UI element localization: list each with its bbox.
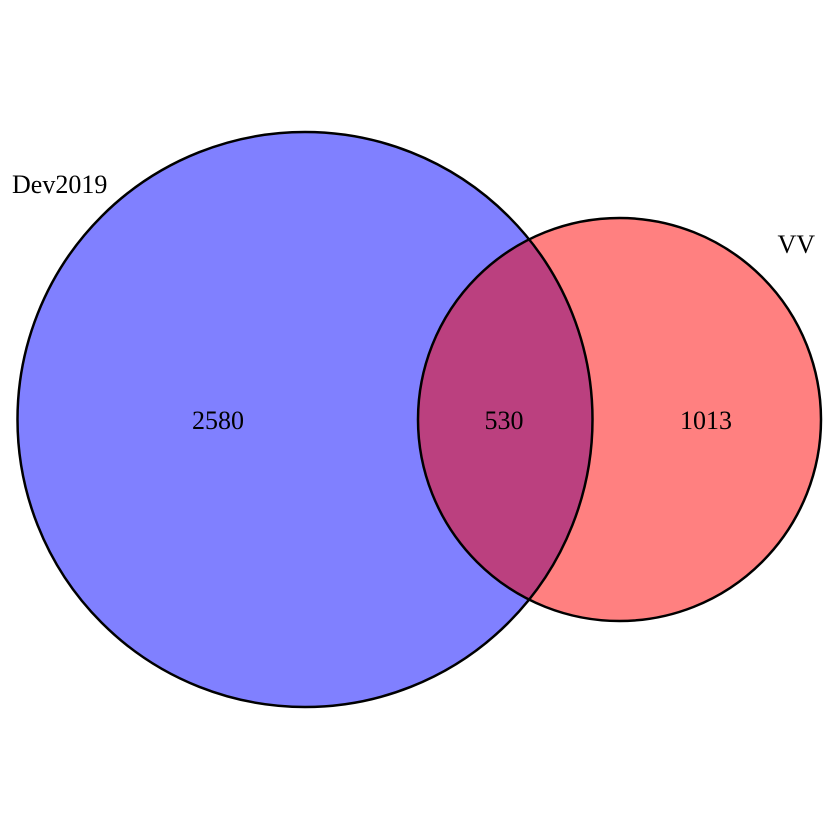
vv-only-count: 1013	[680, 406, 732, 435]
intersection-region	[418, 218, 593, 621]
dev2019-only-count: 2580	[192, 406, 244, 435]
dev2019-circle	[17, 132, 593, 707]
vv-label: VV	[777, 230, 815, 259]
dev2019-outline	[16, 130, 594, 709]
dev2019-label: Dev2019	[12, 170, 107, 199]
intersection-count: 530	[485, 406, 524, 435]
vv-outline	[416, 216, 823, 623]
